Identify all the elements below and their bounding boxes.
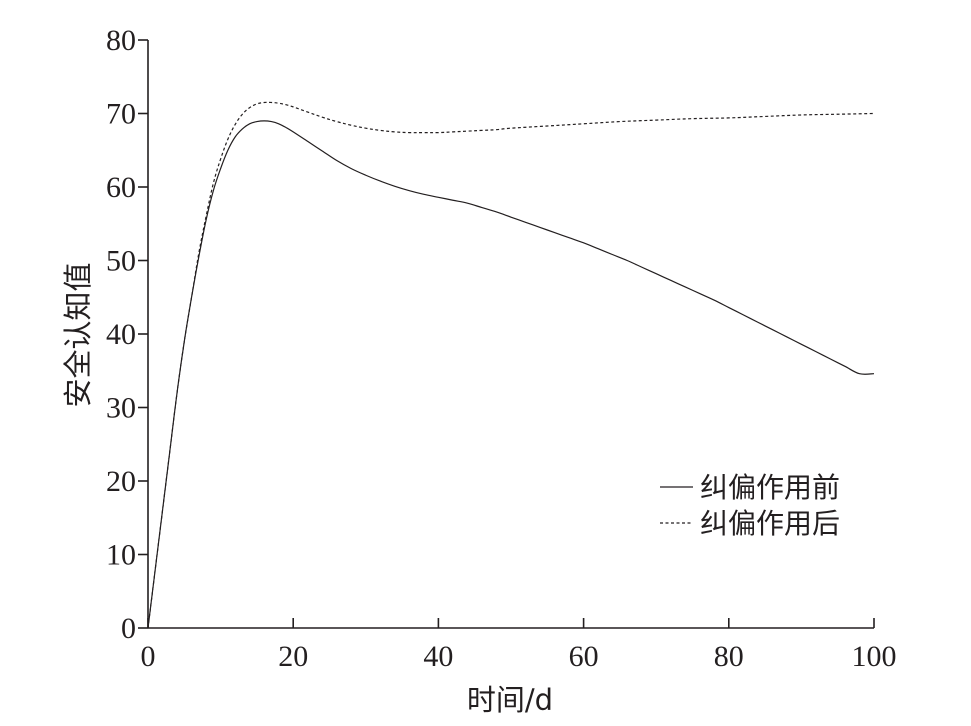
y-tick-label: 20 (106, 465, 136, 498)
y-tick-label: 30 (106, 392, 136, 425)
y-tick-label: 70 (106, 98, 136, 131)
y-tick-label: 80 (106, 24, 136, 57)
x-tick-label: 60 (569, 640, 599, 673)
y-tick-label: 0 (121, 612, 136, 645)
y-tick-label: 40 (106, 318, 136, 351)
y-tick-label: 10 (106, 539, 136, 572)
x-tick-label: 20 (278, 640, 308, 673)
y-ticks: 0 10 20 30 40 50 60 70 80 (106, 24, 148, 645)
x-tick-label: 80 (714, 640, 744, 673)
y-axis-title: 安全认知值 (61, 262, 95, 407)
x-ticks: 0 20 40 60 80 100 (141, 618, 897, 673)
x-tick-label: 100 (852, 640, 897, 673)
y-tick-label: 60 (106, 171, 136, 204)
series-group (147, 101, 875, 629)
series-line-2 (147, 101, 875, 629)
y-tick-label: 50 (106, 245, 136, 278)
x-axis-title: 时间/d (467, 683, 553, 717)
legend-label-2: 纠偏作用后 (700, 507, 840, 540)
x-tick-label: 0 (141, 640, 156, 673)
x-tick-label: 40 (423, 640, 453, 673)
series-line-1 (147, 120, 875, 629)
legend-label-1: 纠偏作用前 (700, 471, 840, 504)
